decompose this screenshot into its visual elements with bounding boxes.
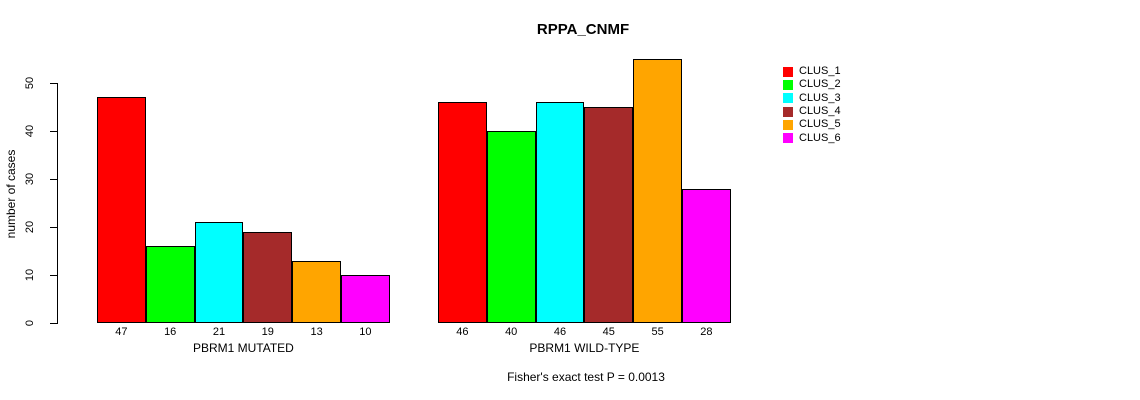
legend-item: CLUS_2: [783, 78, 841, 91]
bar-clus_1: [438, 102, 487, 323]
legend-label: CLUS_5: [799, 118, 841, 131]
legend-color-swatch: [783, 133, 793, 144]
legend-item: CLUS_3: [783, 92, 841, 105]
bar-value-label: 40: [505, 326, 518, 338]
legend-label: CLUS_4: [799, 105, 841, 118]
legend: CLUS_1 CLUS_2 CLUS_3 CLUS_4 CLUS_5 CLUS_6: [783, 65, 841, 145]
bar-value-label: 45: [602, 326, 615, 338]
legend-color-swatch: [783, 106, 793, 117]
bar-clus_1: [97, 97, 146, 323]
y-axis-tick: [50, 83, 58, 84]
bar-clus_5: [292, 260, 341, 323]
legend-color-swatch: [783, 79, 793, 90]
chart-title: RPPA_CNMF: [536, 21, 630, 38]
group-axis-label: PBRM1 WILD-TYPE: [529, 341, 640, 355]
legend-label: CLUS_1: [799, 65, 841, 78]
group-axis-label: PBRM1 MUTATED: [192, 341, 294, 355]
bar-value-label: 46: [456, 326, 469, 338]
bar-clus_6: [682, 188, 731, 323]
y-axis-tick-label: 0: [24, 319, 36, 327]
legend-label: CLUS_6: [799, 131, 841, 144]
y-axis-tick-label: 10: [24, 268, 36, 282]
bar-value-label: 55: [651, 326, 664, 338]
y-axis-tick: [50, 179, 58, 180]
legend-item: CLUS_6: [783, 131, 841, 144]
y-axis-tick-label: 30: [24, 172, 36, 186]
legend-color-swatch: [783, 66, 793, 77]
bar-clus_2: [145, 246, 195, 323]
bar-clus_6: [341, 275, 390, 323]
bar-clus_4: [584, 107, 634, 323]
bar-value-label: 13: [310, 326, 323, 338]
legend-color-swatch: [783, 119, 793, 130]
bar-value-label: 47: [115, 326, 128, 338]
y-axis-tick: [50, 227, 58, 228]
y-axis-tick-label: 20: [24, 220, 36, 234]
y-axis-tick: [50, 323, 58, 324]
y-axis-tick-label: 50: [24, 76, 36, 90]
bar-clus_4: [243, 231, 293, 323]
bar-value-label: 10: [359, 326, 372, 338]
bar-value-label: 28: [700, 326, 713, 338]
bar-value-label: 21: [212, 326, 226, 338]
legend-item: CLUS_5: [783, 118, 841, 131]
y-axis-title: number of cases: [4, 149, 18, 239]
y-axis-tick: [50, 275, 58, 276]
legend-label: CLUS_3: [799, 91, 841, 104]
fisher-test-annotation: Fisher's exact test P = 0.0013: [507, 370, 665, 384]
bar-value-label: 19: [261, 326, 274, 338]
bar-clus_2: [486, 131, 536, 323]
legend-item: CLUS_4: [783, 105, 841, 118]
legend-color-swatch: [783, 93, 793, 104]
legend-item: CLUS_1: [783, 65, 841, 78]
bar-clus_3: [194, 222, 244, 323]
legend-label: CLUS_2: [799, 78, 841, 91]
y-axis-tick: [50, 131, 58, 132]
bar-value-label: 16: [164, 326, 177, 338]
bar-value-label: 46: [553, 326, 567, 338]
bar-clus_3: [535, 102, 585, 323]
y-axis-line: [57, 83, 58, 324]
bar-clus_5: [633, 59, 682, 323]
y-axis-tick-label: 40: [24, 124, 36, 138]
